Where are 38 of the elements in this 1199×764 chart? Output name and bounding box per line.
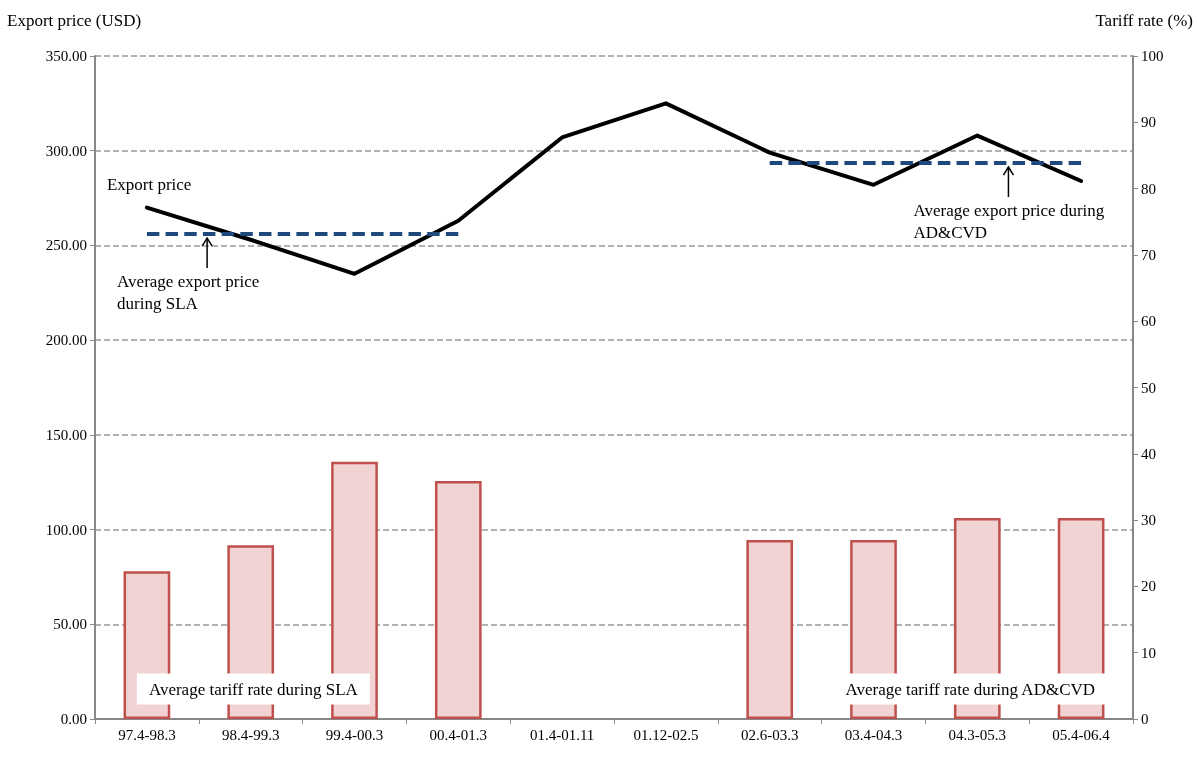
y-tick-label: 150.00 — [45, 426, 87, 443]
x-tick-label: 05.4-06.4 — [1052, 726, 1111, 743]
annotation: Average tariff rate during SLA — [148, 679, 359, 699]
annotation: Average export price during SLA — [117, 271, 264, 313]
y2-tick-label: 80 — [1141, 180, 1156, 197]
y-tick-label: 350.00 — [45, 48, 87, 64]
x-tick-label: 01.4-01.11 — [529, 726, 595, 743]
x-tick-label: 03.4-04.3 — [844, 726, 903, 743]
y2-tick-label: 100 — [1141, 48, 1164, 64]
y2-tick-label: 60 — [1141, 313, 1156, 330]
y2-tick-label: 30 — [1141, 512, 1156, 529]
y-tick-label: 200.00 — [45, 332, 87, 349]
y-tick-label: 0.00 — [60, 711, 87, 727]
annotation: Average export price during AD&CVD — [913, 200, 1109, 242]
y2-tick-label: 70 — [1141, 246, 1156, 263]
y2-tick-label: 90 — [1141, 114, 1156, 131]
y2-tick-label: 40 — [1141, 445, 1156, 462]
x-tick-label: 01.12-02.5 — [633, 726, 699, 743]
bar — [746, 539, 794, 719]
x-tick-label: 99.4-00.3 — [325, 726, 384, 743]
y-tick-label: 300.00 — [45, 142, 87, 159]
x-tick-label: 97.4-98.3 — [118, 726, 176, 743]
y-tick-label: 50.00 — [53, 616, 87, 633]
y2-axis-title: Tariff rate (%) — [1095, 11, 1193, 30]
y2-tick-label: 10 — [1141, 644, 1156, 661]
y2-tick-label: 50 — [1141, 379, 1156, 396]
y-tick-label: 100.00 — [45, 521, 87, 538]
y2-tick-label: 20 — [1141, 578, 1156, 595]
x-tick-label: 02.6-03.3 — [740, 726, 799, 743]
x-tick-label: 98.4-99.3 — [221, 726, 280, 743]
annotation: Average tariff rate during AD&CVD — [845, 679, 1096, 699]
y-tick-label: 250.00 — [45, 237, 87, 254]
series-label: Export price — [106, 174, 192, 194]
y2-tick-label: 0 — [1141, 711, 1149, 727]
y-axis-title: Export price (USD) — [7, 11, 142, 30]
x-tick-label: 04.3-05.3 — [948, 726, 1007, 743]
x-tick-label: 00.4-01.3 — [429, 726, 488, 743]
bar — [434, 480, 482, 719]
